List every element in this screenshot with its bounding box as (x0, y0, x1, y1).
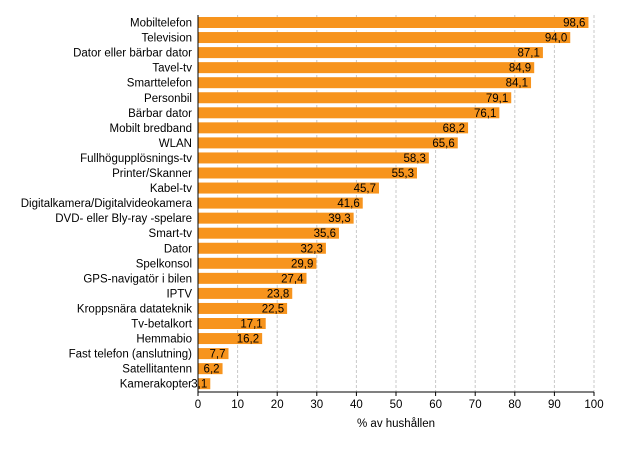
x-tick-label: 20 (271, 399, 284, 411)
data-label: 84,1 (506, 78, 528, 90)
data-label: 16,2 (237, 334, 259, 346)
category-label: Digitalkamera/Digitalvideokamera (21, 198, 193, 210)
x-tick-label: 0 (195, 399, 201, 411)
x-tick-label: 60 (429, 399, 442, 411)
bar (198, 32, 571, 44)
data-label: 55,3 (392, 168, 414, 180)
category-label: Kroppsnära datateknik (77, 303, 192, 315)
category-label: Satellitantenn (122, 364, 192, 376)
category-label: Tv-betalkort (131, 319, 193, 331)
bar (198, 137, 458, 149)
data-label: 94,0 (545, 33, 567, 45)
category-label: Kamerakopter (120, 379, 192, 391)
category-label: Smarttelefon (127, 78, 192, 90)
data-label: 39,3 (328, 213, 350, 225)
x-tick-label: 40 (350, 399, 363, 411)
bar (198, 227, 339, 239)
data-label: 17,1 (240, 319, 262, 331)
data-label: 7,7 (209, 349, 225, 361)
bar (198, 92, 512, 104)
x-tick-label: 30 (310, 399, 323, 411)
bar (198, 62, 535, 74)
x-tick-label: 50 (390, 399, 403, 411)
category-label: Mobilt bredband (110, 123, 192, 135)
data-label: 68,2 (443, 123, 465, 135)
data-label: 32,3 (301, 243, 323, 255)
data-label: 6,2 (204, 364, 220, 376)
data-label: 76,1 (474, 108, 496, 120)
bar (198, 167, 417, 179)
data-label: 98,6 (563, 18, 585, 30)
category-label: Television (142, 33, 193, 45)
category-label: Hemmabio (136, 334, 192, 346)
category-label: Bärbar dator (128, 108, 192, 120)
data-label: 29,9 (291, 258, 313, 270)
bar (198, 212, 354, 224)
bar (198, 257, 317, 269)
bar (198, 287, 293, 299)
data-label: 84,9 (509, 63, 531, 75)
data-label: 22,5 (262, 303, 284, 315)
category-label: Printer/Skanner (112, 168, 192, 180)
x-tick-label: 10 (231, 399, 244, 411)
category-label: WLAN (159, 138, 192, 150)
category-label: Fullhögupplösnings-tv (80, 153, 192, 165)
data-label: 27,4 (281, 273, 304, 285)
bar (198, 302, 288, 314)
category-label: Personbil (144, 93, 192, 105)
bar (198, 333, 263, 345)
category-label: Kabel-tv (150, 183, 192, 195)
data-label: 58,3 (403, 153, 425, 165)
bar (198, 363, 223, 375)
category-label: Smart-tv (149, 228, 193, 240)
x-tick-label: 100 (584, 399, 603, 411)
category-label: IPTV (166, 288, 192, 300)
data-label: 87,1 (518, 48, 540, 60)
category-label: Dator (164, 243, 192, 255)
data-label: 45,7 (354, 183, 376, 195)
category-label: Spelkonsol (136, 258, 192, 270)
category-label: Dator eller bärbar dator (73, 48, 192, 60)
bar (198, 378, 211, 390)
data-label: 23,8 (267, 288, 289, 300)
data-label: 65,6 (432, 138, 454, 150)
data-label: 79,1 (486, 93, 508, 105)
data-label: 41,6 (337, 198, 359, 210)
bar (198, 107, 500, 119)
data-label: 3,1 (191, 379, 207, 391)
bar (198, 348, 229, 360)
bar (198, 17, 589, 28)
category-label: GPS-navigatör i bilen (83, 273, 192, 285)
bar (198, 47, 543, 59)
x-tick-label: 80 (508, 399, 521, 411)
bar (198, 242, 326, 254)
bar (198, 182, 379, 194)
bar (198, 318, 266, 329)
bar (198, 122, 469, 134)
bar (198, 197, 363, 209)
category-label: Fast telefon (anslutning) (69, 349, 193, 361)
bar (198, 77, 532, 89)
category-label: Tavel-tv (152, 63, 192, 75)
x-tick-label: 90 (548, 399, 561, 411)
x-axis-label: % av hushållen (357, 418, 435, 430)
data-label: 35,6 (314, 228, 336, 240)
x-tick-label: 70 (469, 399, 482, 411)
bar (198, 152, 429, 164)
category-label: Mobiltelefon (130, 18, 192, 30)
category-label: DVD- eller Bly-ray -spelare (55, 213, 192, 225)
bar (198, 272, 307, 284)
